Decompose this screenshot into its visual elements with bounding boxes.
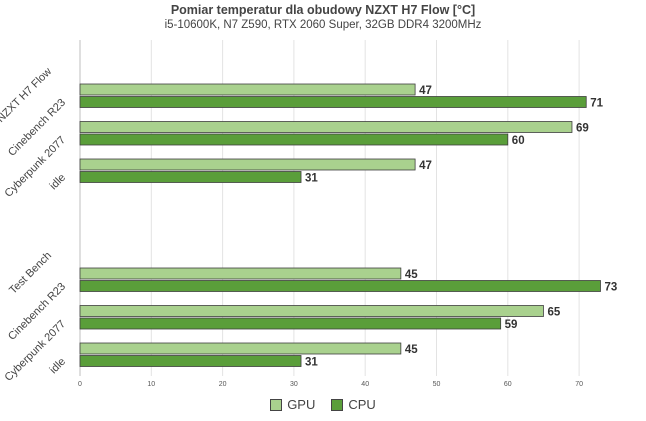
legend-item-gpu: GPU [270,397,315,412]
x-tick-label: 30 [290,381,298,388]
bar-cpu [79,280,601,292]
bar-gpu [79,83,416,96]
category-label: idle [48,356,69,377]
bar-cpu [79,317,502,330]
x-tick-label: 50 [433,381,441,388]
legend-item-cpu: CPU [331,397,376,412]
chart-subtitle: i5-10600K, N7 Z590, RTX 2060 Super, 32GB… [164,19,482,31]
data-label-cpu: 31 [305,173,318,185]
bar-gpu [79,305,544,317]
bar-gpu [79,158,416,171]
legend-label-cpu: CPU [348,397,376,412]
data-label-gpu: 45 [405,344,418,356]
legend: GPU CPU [0,397,646,412]
bar-cpu [79,133,509,146]
x-tick-label: 60 [504,381,512,388]
x-tick-label: 70 [575,381,583,388]
legend-label-gpu: GPU [287,397,316,412]
x-tick-label: 10 [147,381,155,388]
category-label: idle [48,172,69,193]
data-label-cpu: 73 [604,282,617,294]
bar-gpu [79,121,573,133]
group-label: Test Bench [7,250,54,297]
data-label-cpu: 59 [505,319,518,331]
bar-gpu [79,342,402,355]
data-label-gpu: 65 [547,307,560,319]
x-tick-label: 20 [219,381,227,388]
data-label-gpu: 69 [576,123,589,135]
data-label-gpu: 45 [405,269,418,281]
data-label-gpu: 47 [419,85,432,97]
chart-title: Pomiar temperatur dla obudowy NZXT H7 Fl… [170,3,476,17]
x-tick-label: 40 [361,381,369,388]
bar-cpu [79,171,302,183]
data-label-gpu: 47 [419,160,432,172]
data-label-cpu: 60 [512,135,525,147]
data-label-cpu: 31 [305,357,318,369]
bar-gpu [79,267,402,280]
bar-cpu [79,355,302,367]
legend-swatch-cpu [331,398,344,411]
bar-cpu [79,96,587,108]
x-tick-label: 0 [78,381,82,388]
data-label-cpu: 71 [590,98,603,110]
legend-swatch-gpu [270,398,283,411]
